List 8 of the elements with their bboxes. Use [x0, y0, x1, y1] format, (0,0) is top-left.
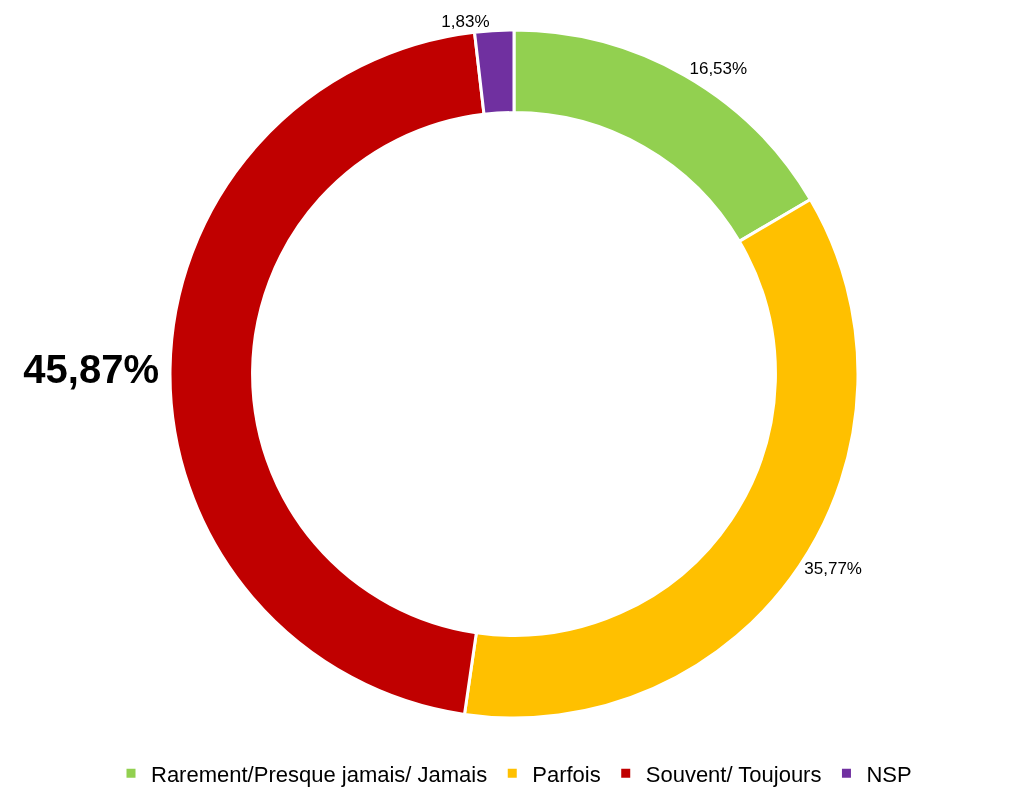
- legend-label: Rarement/Presque jamais/ Jamais: [151, 761, 488, 787]
- legend-label: Parfois: [532, 761, 601, 787]
- legend-label: Souvent/ Toujours: [645, 761, 822, 787]
- legend-label: NSP: [866, 761, 912, 787]
- data-label: 16,53%: [689, 58, 748, 78]
- data-label: 45,87%: [23, 346, 160, 391]
- data-label: 1,83%: [441, 11, 490, 31]
- data-label: 35,77%: [804, 559, 862, 579]
